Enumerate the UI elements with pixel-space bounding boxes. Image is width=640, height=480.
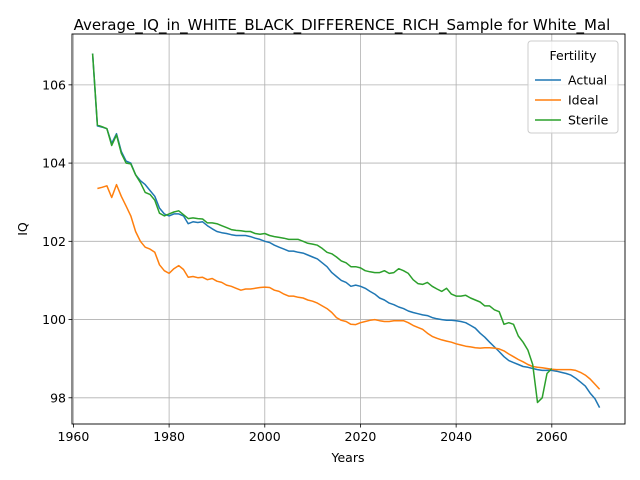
legend-items: Actual Ideal Sterile [535,73,609,128]
x-tick-label: 1980 [153,429,185,444]
plot-frame [71,33,626,425]
legend: Fertility Actual Ideal Sterile [527,40,619,134]
y-tick-label: 98 [50,390,66,405]
x-axis-label: Years [331,450,365,465]
legend-label-sterile: Sterile [568,113,609,128]
legend-label-actual: Actual [568,73,607,88]
plot-area [91,53,601,408]
y-tick-label: 100 [42,312,66,327]
series-line-actual [91,53,601,408]
x-tick-label: 2040 [440,429,472,444]
chart-title: Average_IQ_in_WHITE_BLACK_DIFFERENCE_RIC… [74,16,611,35]
x-axis: 1960 1980 2000 2020 2040 2060 [58,424,568,444]
x-tick-label: 1960 [58,429,90,444]
series-line-ideal [97,183,601,390]
x-tick-label: 2020 [345,429,377,444]
y-tick-label: 102 [42,234,66,249]
x-tick-label: 2000 [249,429,281,444]
x-tick-label: 2060 [536,429,568,444]
y-tick-label: 104 [42,156,66,171]
y-axis: 98 100 102 104 106 [42,77,72,405]
series-line-sterile [91,53,553,404]
legend-label-ideal: Ideal [568,93,598,108]
legend-box [527,40,619,134]
legend-title: Fertility [550,48,598,63]
y-axis-label: IQ [15,222,30,236]
y-tick-label: 106 [42,77,66,92]
